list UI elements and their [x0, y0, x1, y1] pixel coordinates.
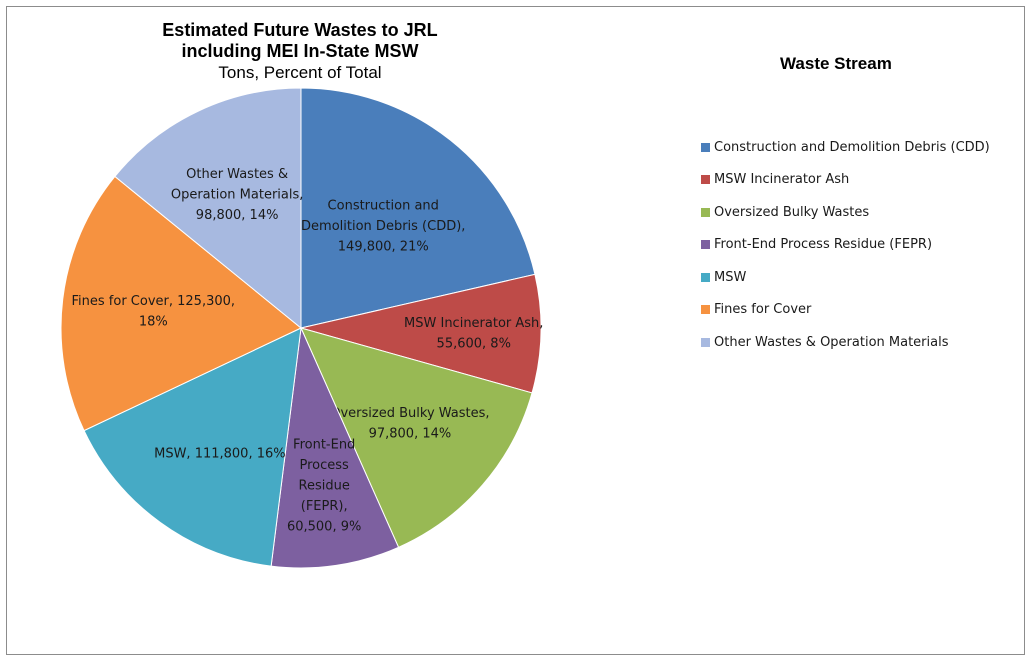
chart-title-line-2: including MEI In-State MSW — [181, 41, 419, 61]
legend-label-bulky-wastes: Oversized Bulky Wastes — [714, 204, 870, 220]
legend-item-fines: Fines for Cover — [701, 294, 990, 327]
chart-subtitle: Tons, Percent of Total — [218, 63, 382, 82]
data-label-msw: MSW, 111,800, 16% — [154, 447, 286, 462]
data-label-fepr: Front-End Process Residue (FEPR), 60,500, 9% — [287, 438, 361, 535]
pie-slice-fepr — [270, 326, 400, 569]
data-label-other-wastes: Other Wastes & Operation Materials, 98,800… — [171, 167, 304, 223]
legend-item-cdd: Construction and Demolition Debris (CDD) — [701, 131, 990, 164]
data-label-incinerator-ash: MSW Incinerator Ash, 55,600, 8% — [404, 316, 543, 352]
legend-swatch-bulky-wastes — [701, 207, 710, 217]
legend-title: Waste Stream — [780, 54, 892, 73]
chart-title-line-1: Estimated Future Wastes to JRL — [162, 20, 438, 40]
legend-label-fines: Fines for Cover — [714, 302, 812, 318]
legend-label-incinerator-ash: MSW Incinerator Ash — [714, 172, 850, 188]
legend-swatch-fines — [701, 305, 710, 315]
data-label-bulky-wastes: Oversized Bulky Wastes, 97,800, 14% — [330, 406, 489, 442]
legend-item-msw: MSW — [701, 261, 990, 294]
data-label-fines: Fines for Cover, 125,300, 18% — [72, 294, 236, 330]
legend-label-msw: MSW — [714, 269, 747, 285]
pie-slice-fines — [60, 175, 302, 432]
legend-item-incinerator-ash: MSW Incinerator Ash — [701, 164, 990, 197]
pie-slice-other-wastes — [114, 87, 302, 330]
legend: Construction and Demolition Debris (CDD)… — [701, 131, 990, 359]
legend-swatch-fepr — [701, 240, 710, 250]
legend-item-bulky-wastes: Oversized Bulky Wastes — [701, 196, 990, 229]
pie-slice-cdd — [300, 87, 536, 329]
legend-label-other-wastes: Other Wastes & Operation Materials — [714, 334, 949, 350]
legend-item-other-wastes: Other Wastes & Operation Materials — [701, 326, 990, 359]
legend-item-fepr: Front-End Process Residue (FEPR) — [701, 229, 990, 262]
legend-label-fepr: Front-End Process Residue (FEPR) — [714, 237, 933, 253]
pie-slice-msw — [83, 327, 302, 567]
pie-slice-incinerator-ash — [300, 273, 542, 394]
chart-title-block: Estimated Future Wastes to JRL including… — [100, 20, 500, 83]
legend-swatch-incinerator-ash — [701, 175, 710, 185]
legend-swatch-cdd — [701, 142, 710, 152]
legend-label-cdd: Construction and Demolition Debris (CDD) — [714, 139, 990, 155]
legend-swatch-msw — [701, 272, 710, 282]
pie-slice-bulky-wastes — [300, 327, 533, 548]
legend-swatch-other-wastes — [701, 337, 710, 347]
data-label-cdd: Construction and Demolition Debris (CDD),… — [301, 198, 465, 254]
